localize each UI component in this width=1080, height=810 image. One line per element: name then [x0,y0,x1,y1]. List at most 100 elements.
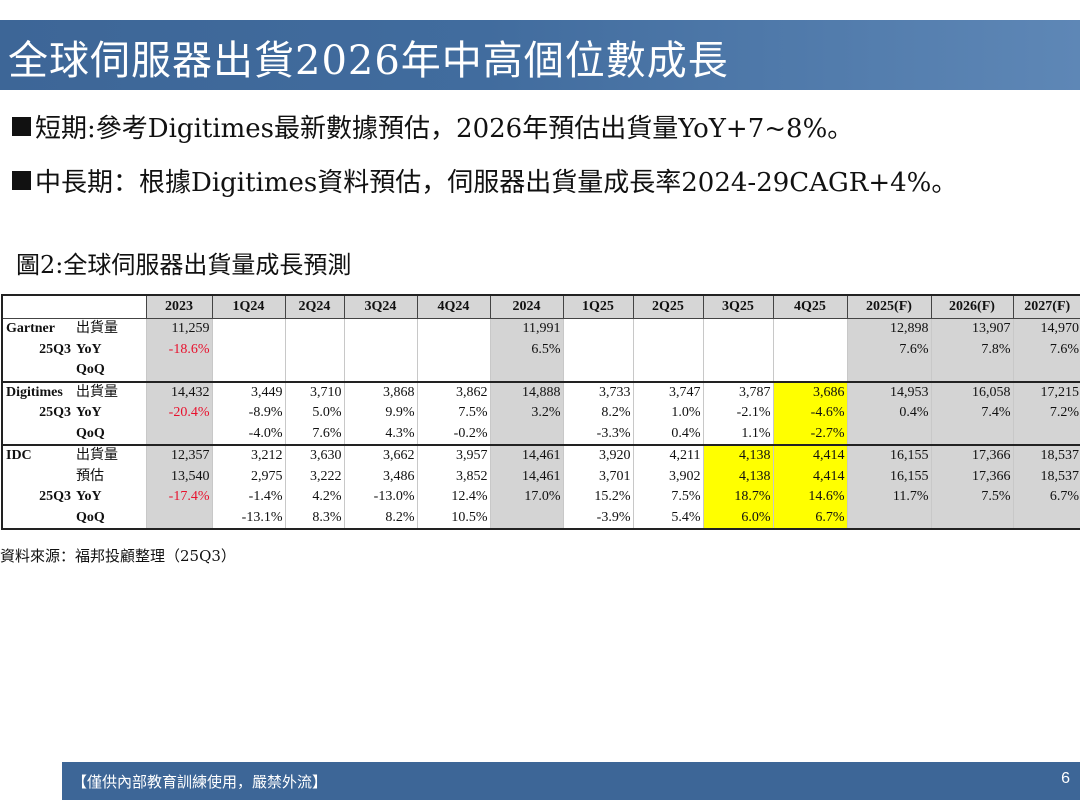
table-row: IDC 出貨量 12,357 3,212 3,630 3,662 3,957 14,461 3,… [1,444,1080,467]
table-cell [211,318,286,340]
column-header: 2Q25 [632,294,704,319]
table-cell: 8.2% [562,403,634,424]
table-cell: 4,211 [632,444,704,467]
row-metric-label: YoY [72,487,147,508]
table-cell [702,318,774,340]
table-cell: 15.2% [562,487,634,508]
table-cell: 3,787 [702,380,774,403]
table-cell [145,423,213,446]
table-cell: 7.5% [416,403,491,424]
column-header: 1Q24 [211,294,286,319]
table-cell [489,423,564,446]
table-cell: 17,366 [930,444,1014,467]
table-cell: 3,710 [284,380,345,403]
table-cell: 1.0% [632,403,704,424]
page-number: 6 [1061,770,1070,787]
row-metric-label: QoQ [72,507,147,530]
table-cell [1012,507,1080,530]
table-cell: 8.2% [343,507,418,530]
table-row: QoQ [1,360,1080,383]
figure-caption: 圖2:全球伺服器出貨量成長預測 [16,251,352,279]
table-cell: -13.1% [211,507,286,530]
table-cell [1012,423,1080,446]
table-cell: 3,733 [562,380,634,403]
table-cell: -4.6% [772,403,848,424]
bullet-long-term: 中長期：根據Digitimes資料預估，伺服器出貨量成長率2024-29CAGR… [12,162,957,199]
column-header: 2025(F) [846,294,932,319]
table-cell: 2,975 [211,466,286,487]
table-cell: 5.4% [632,507,704,530]
table-cell: 11,259 [145,318,213,340]
table-cell [930,507,1014,530]
column-header: 3Q25 [702,294,774,319]
table-cell: 9.9% [343,403,418,424]
row-metric-label: QoQ [72,360,147,383]
table-cell: 6.5% [489,339,564,360]
table-cell: 6.0% [702,507,774,530]
table-cell: 3,852 [416,466,491,487]
table-cell: 5.0% [284,403,345,424]
row-source-label [1,423,72,446]
column-header: 2024 [489,294,564,319]
table-cell [632,318,704,340]
row-source-label: Digitimes [1,380,72,403]
row-source-label: Gartner [1,318,72,340]
table-cell: 7.5% [632,487,704,508]
row-source-label: 25Q3 [1,487,72,508]
row-source-label: 25Q3 [1,339,72,360]
table-cell: 6.7% [1012,487,1080,508]
header-blank-cell [1,294,147,319]
table-cell [1012,360,1080,383]
table-cell: 3,212 [211,444,286,467]
footer-bar: 【僅供內部教育訓練使用，嚴禁外流】 6 [62,762,1080,800]
page-title: 全球伺服器出貨2026年中高個位數成長 [8,38,729,84]
table-cell: 13,907 [930,318,1014,340]
table-cell: 3,902 [632,466,704,487]
table-cell: 18,537 [1012,466,1080,487]
bullet-text: 中長期：根據Digitimes資料預估，伺服器出貨量成長率2024-29CAGR… [35,168,958,198]
table-cell: -8.9% [211,403,286,424]
table-row: Digitimes 出貨量 14,432 3,449 3,710 3,868 3,862 14… [1,380,1080,403]
table-cell: -13.0% [343,487,418,508]
table-row: 預估 13,540 2,975 3,222 3,486 3,852 14,461 3,701 3… [1,466,1080,487]
table-cell: 3,662 [343,444,418,467]
table-cell: 3,449 [211,380,286,403]
table-cell [343,318,418,340]
row-metric-label: 預估 [72,466,147,487]
table-cell [416,339,491,360]
table-cell: 3,862 [416,380,491,403]
table-cell: -0.2% [416,423,491,446]
table-row: 25Q3 YoY -20.4% -8.9% 5.0% 9.9% 7.5% 3.2% 8.2% 1.… [1,403,1080,424]
table-cell: 14,461 [489,466,564,487]
table-cell: -4.0% [211,423,286,446]
square-bullet-icon [12,117,31,136]
table-cell [145,507,213,530]
table-cell: 4,414 [772,444,848,467]
table-cell [416,318,491,340]
table-cell [211,339,286,360]
table-row: Gartner 出貨量 11,259 11,991 12,898 13,907 14,970 [1,318,1080,340]
table-cell: 12.4% [416,487,491,508]
column-header: 2027(F) [1012,294,1080,319]
table-cell [846,423,932,446]
table-cell: 14,888 [489,380,564,403]
table-cell: 0.4% [846,403,932,424]
bullet-short-term: 短期:參考Digitimes最新數據預估，2026年預估出貨量YoY+7~8%。 [12,108,853,145]
table-cell: 18,537 [1012,444,1080,467]
column-header: 4Q24 [416,294,491,319]
row-metric-label: YoY [72,339,147,360]
table-cell: -2.7% [772,423,848,446]
column-header: 3Q24 [343,294,418,319]
table-cell: 3,747 [632,380,704,403]
table-cell: 13,540 [145,466,213,487]
column-header: 1Q25 [562,294,634,319]
table-cell: 18.7% [702,487,774,508]
table-cell: -1.4% [211,487,286,508]
table-cell: 4.3% [343,423,418,446]
column-header: 2023 [145,294,213,319]
row-metric-label: 出貨量 [72,444,147,467]
table-cell: 7.8% [930,339,1014,360]
table-cell: 3,630 [284,444,345,467]
row-metric-label: 出貨量 [72,318,147,340]
table-cell [562,318,634,340]
